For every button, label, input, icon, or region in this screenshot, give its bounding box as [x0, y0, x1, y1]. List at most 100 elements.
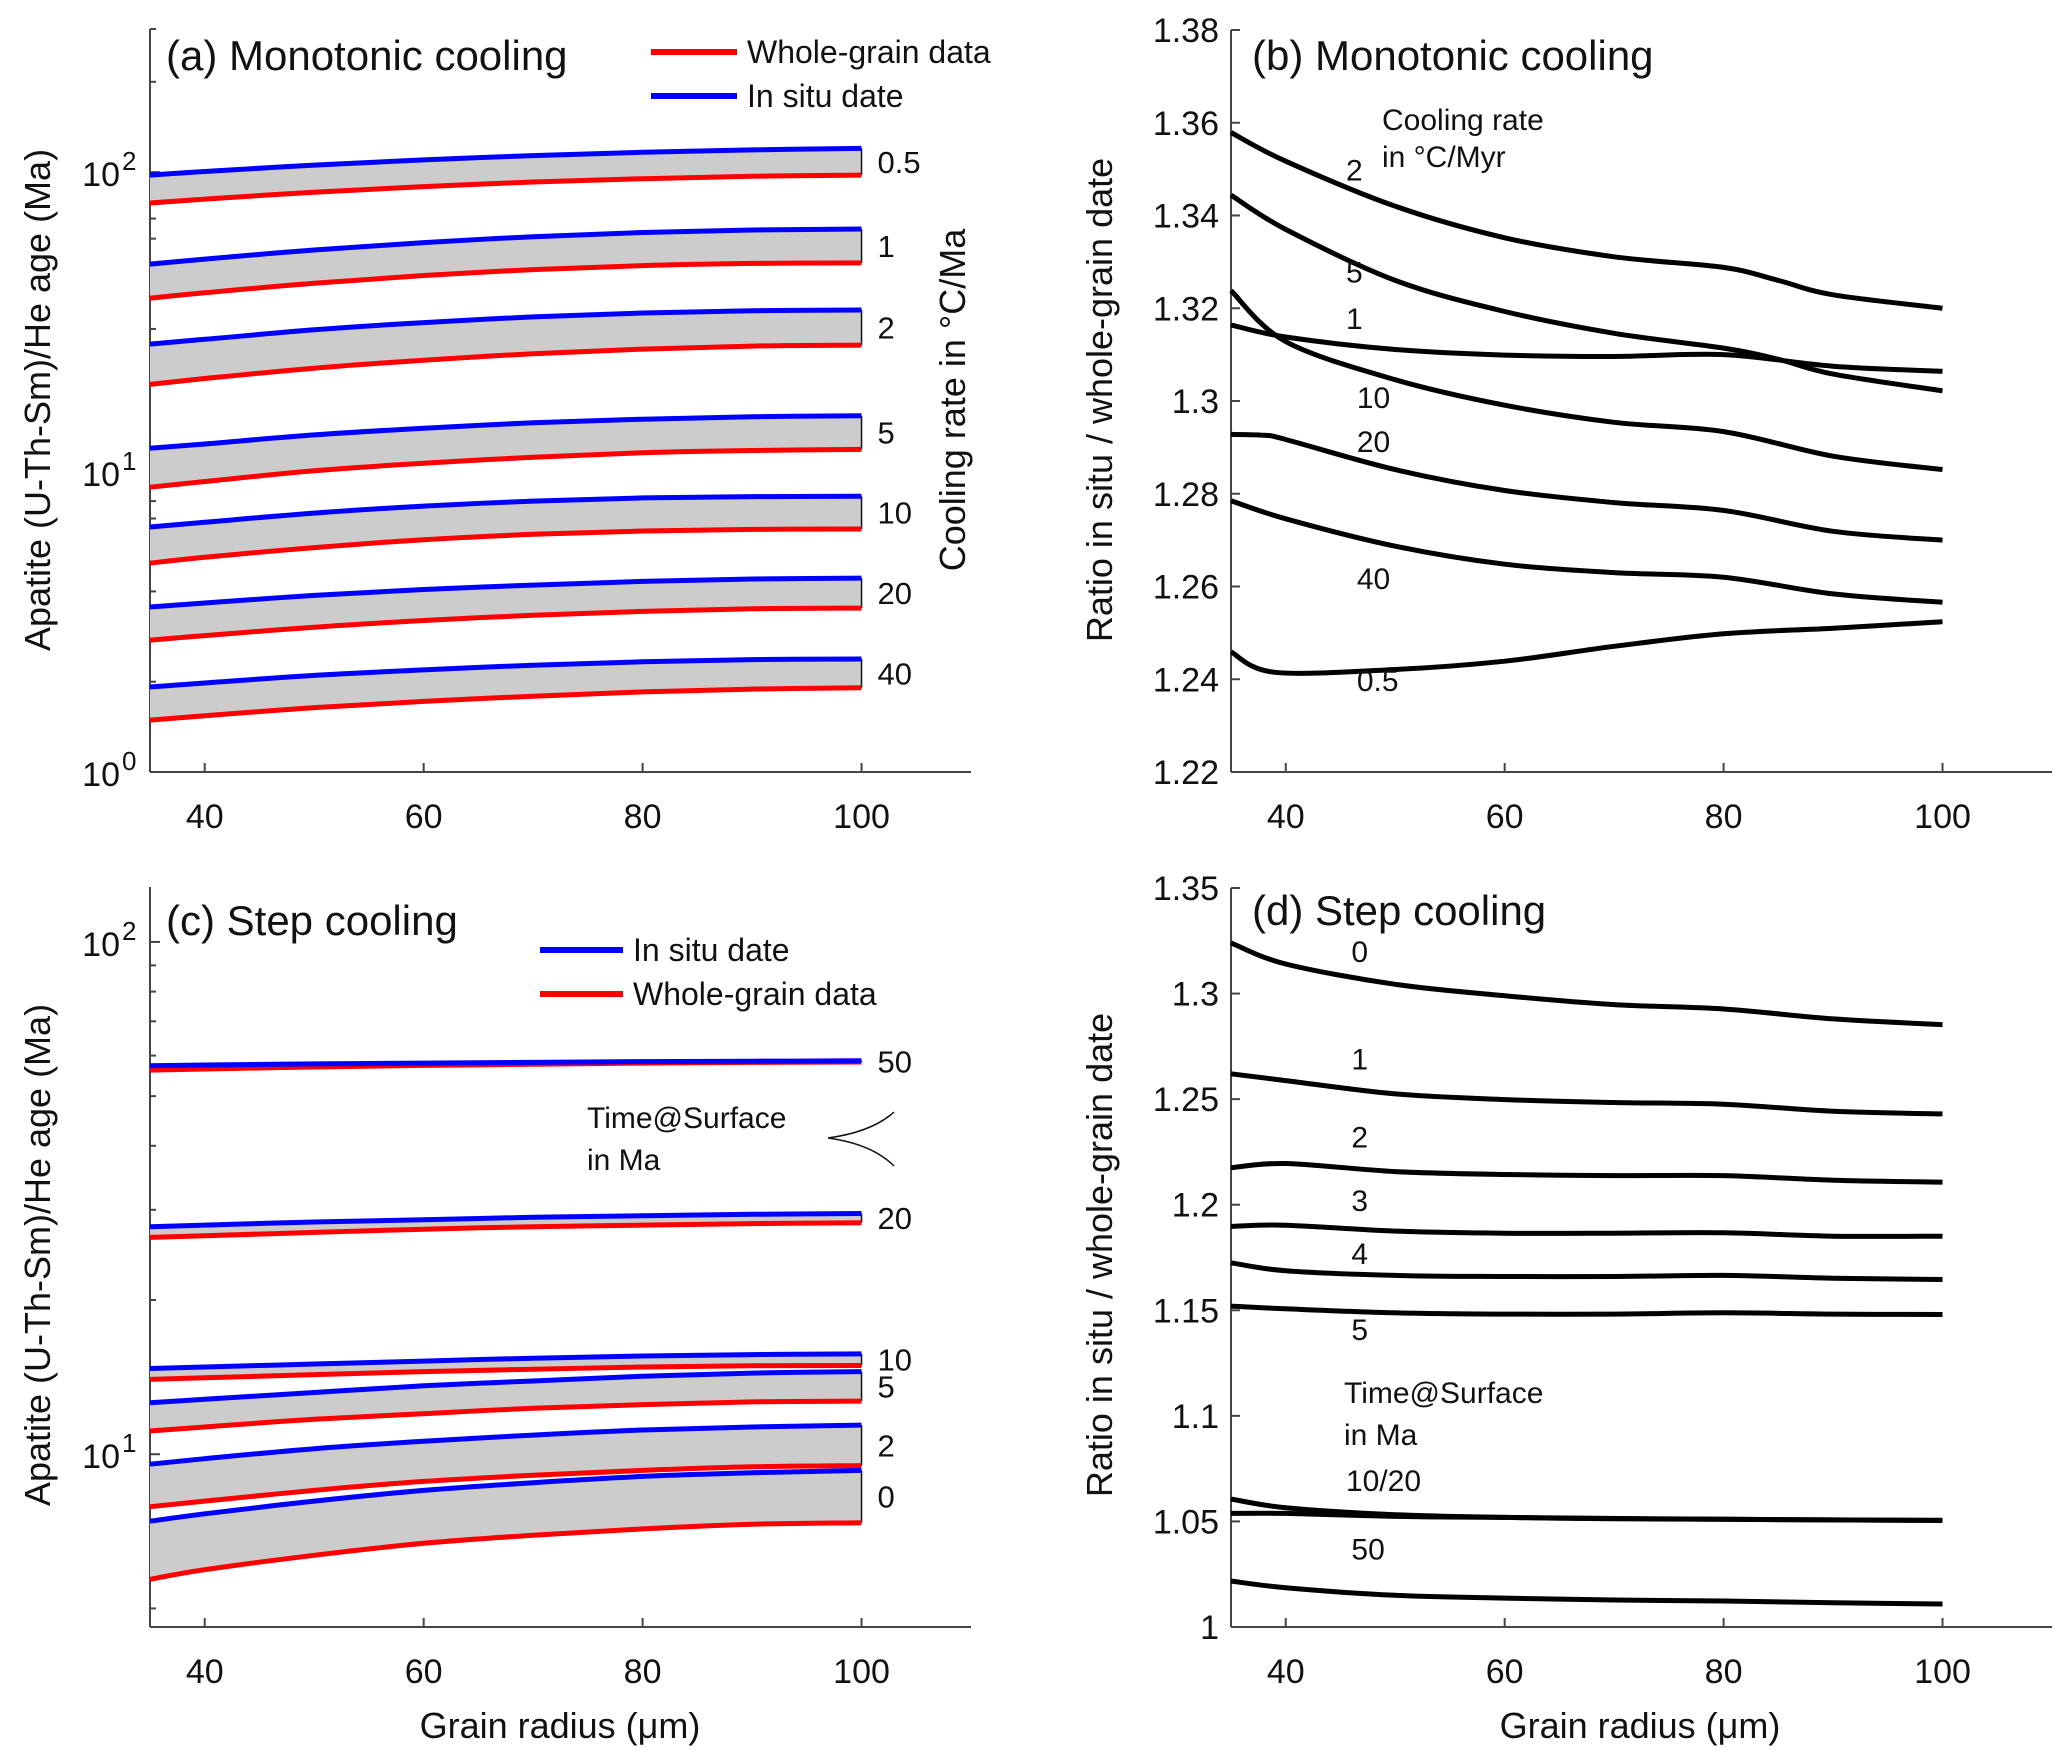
y-tick-label: 1.28: [1153, 476, 1219, 514]
in-situ-line: [149, 656, 862, 690]
series-20: [1230, 1510, 1943, 1523]
y-tick-exponent: 1: [122, 1428, 136, 1458]
band-label: 0: [878, 1480, 895, 1515]
series-label: 5: [1351, 1314, 1368, 1347]
series-label: 5: [1346, 257, 1363, 290]
series-3: 3: [1230, 1185, 1943, 1239]
band-label: 10: [878, 496, 912, 531]
in-situ-line: [149, 413, 862, 451]
band-5: 5: [149, 1369, 895, 1434]
in-situ-line: [149, 493, 862, 530]
band-10: 10: [149, 493, 912, 566]
whole-grain-line: [149, 1398, 862, 1434]
whole-grain-line: [149, 1363, 862, 1382]
y-tick-label: 1.3: [1172, 976, 1219, 1014]
x-tick-label: 80: [624, 1653, 662, 1691]
panel-b-annotation-line2: in °C/Myr: [1382, 141, 1506, 174]
ratio-line: [1229, 192, 1943, 394]
band-label: 5: [878, 1369, 895, 1404]
band-label: 20: [878, 576, 912, 611]
panel-c-annotation-line1: Time@Surface: [587, 1102, 786, 1135]
y-tick-label: 1.15: [1153, 1292, 1219, 1330]
panel-b-title: (b) Monotonic cooling: [1252, 32, 1654, 79]
band-2: 2: [149, 1422, 895, 1510]
ratio-line: [1229, 619, 1943, 676]
ratio-line: [1230, 1260, 1943, 1282]
series-label: 2: [1351, 1122, 1368, 1155]
series-label: 4: [1351, 1238, 1368, 1271]
x-tick-label: 100: [1914, 1653, 1971, 1691]
ratio-line: [1230, 1303, 1943, 1317]
panel-b-annotation-line1: Cooling rate: [1382, 104, 1544, 137]
y-tick-label: 1: [1200, 1609, 1219, 1647]
y-tick-label: 1.22: [1153, 754, 1219, 792]
panel-d-ylabel: Ratio in situ / whole-grain date: [1079, 1013, 1120, 1497]
series-label: 1: [1346, 303, 1363, 336]
in-situ-line: [149, 575, 862, 610]
y-tick-exponent: 2: [122, 146, 136, 176]
whole-grain-line: [149, 260, 862, 301]
in-situ-line: [149, 145, 862, 178]
ratio-line: [1230, 431, 1943, 543]
ratio-line: [1230, 498, 1943, 605]
x-tick-label: 60: [405, 1653, 443, 1691]
band-0.5: 0.5: [149, 145, 921, 206]
series-1: 1: [1230, 1044, 1943, 1117]
band-label: 2: [878, 311, 895, 346]
series-5: 5: [1230, 1303, 1943, 1347]
ratio-line: [1230, 322, 1943, 374]
series-label: 3: [1351, 1185, 1368, 1218]
x-tick-label: 80: [1705, 798, 1743, 836]
band-10: 10: [149, 1343, 912, 1382]
legend-label-in-situ: In situ date: [747, 78, 904, 114]
legend-label-whole-grain: Whole-grain data: [633, 976, 877, 1012]
y-tick-label: 10: [82, 756, 120, 794]
series-label: 40: [1357, 563, 1390, 596]
ratio-line: [1229, 130, 1943, 311]
panel-b-monotonic-ratio: 40 60 80 100 1.22 1.24 1.26 1.28 1.3 1.32 1.34 1.36…: [1079, 12, 2052, 836]
ratio-line: [1230, 940, 1943, 1028]
x-tick-label: 40: [186, 1653, 224, 1691]
series-0: 0: [1230, 936, 1943, 1028]
band-label: 20: [878, 1201, 912, 1236]
ratio-line: [1229, 288, 1943, 473]
series-10: 10: [1229, 288, 1943, 473]
y-tick-label: 1.26: [1153, 569, 1219, 607]
band-0: 0: [149, 1467, 895, 1582]
series-label: 0: [1351, 936, 1368, 969]
panel-d-plot-area: 40 60 80 100 1 1.05 1.1 1.15 1.2 1.25 1.3 1.35 0 1 2 3 4…: [1153, 870, 2052, 1691]
legend-label-in-situ: In situ date: [633, 932, 790, 968]
ratio-line: [1230, 1578, 1943, 1607]
whole-grain-line: [149, 172, 862, 206]
x-tick-label: 80: [1705, 1653, 1743, 1691]
whole-grain-line: [149, 605, 862, 643]
panel-a-ylabel: Apatite (U-Th-Sm)/He age (Ma): [17, 149, 58, 651]
ratio-line: [1230, 1222, 1943, 1239]
band-1: 1: [149, 226, 895, 301]
series-4: 4: [1230, 1238, 1943, 1282]
in-situ-line: [149, 1369, 862, 1406]
band-label: 0.5: [878, 145, 921, 180]
panel-d-xlabel: Grain radius (μm): [1500, 1705, 1781, 1746]
panel-b-ylabel: Ratio in situ / whole-grain date: [1079, 158, 1120, 642]
band-40: 40: [149, 656, 912, 723]
in-situ-line: [149, 1467, 862, 1524]
in-situ-line: [149, 226, 862, 267]
series-2: 2: [1230, 1122, 1943, 1185]
y-tick-label: 1.05: [1153, 1503, 1219, 1541]
whole-grain-line: [149, 446, 862, 490]
y-tick-label: 1.32: [1153, 290, 1219, 328]
x-tick-label: 100: [833, 798, 890, 836]
y-tick-label: 1.24: [1153, 661, 1219, 699]
series-5: 5: [1229, 192, 1943, 394]
y-tick-exponent: 1: [122, 446, 136, 476]
whole-grain-line: [149, 1220, 862, 1240]
series-0_5: 0.5: [1229, 619, 1943, 698]
band-20: 20: [149, 1201, 912, 1240]
band-2: 2: [149, 307, 895, 387]
y-tick-label: 1.36: [1153, 105, 1219, 143]
series-label: 20: [1357, 426, 1390, 459]
series-label: 50: [1351, 1533, 1384, 1566]
